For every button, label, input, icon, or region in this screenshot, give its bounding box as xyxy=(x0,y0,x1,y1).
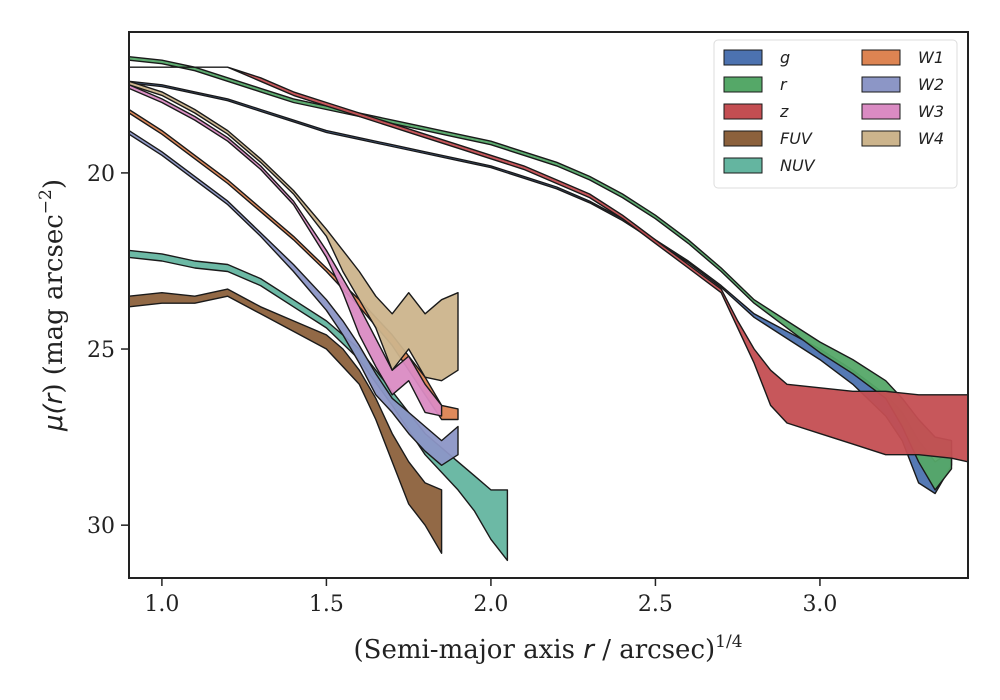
legend-swatch-w4 xyxy=(861,130,901,147)
legend-swatch-w3 xyxy=(861,103,901,120)
legend-label-r: r xyxy=(780,75,788,94)
y-axis: 20 25 30 xyxy=(87,162,129,539)
legend-label-z: z xyxy=(779,102,789,121)
legend-label-nuv: NUV xyxy=(780,156,816,175)
y-axis-title: μ(r) (mag arcsec−2) xyxy=(36,179,69,432)
x-axis: 1.0 1.5 2.0 2.5 3.0 xyxy=(144,578,837,617)
legend-swatch-z xyxy=(723,103,763,120)
x-tick-label: 2.5 xyxy=(638,592,673,617)
band-z xyxy=(129,66,968,463)
band-fuv xyxy=(129,288,443,554)
legend-swatch-g xyxy=(723,49,763,66)
x-tick-label: 1.5 xyxy=(309,592,344,617)
band-nuv xyxy=(129,249,509,562)
x-tick-label: 3.0 xyxy=(802,592,837,617)
legend-swatch-w2 xyxy=(861,76,901,93)
x-tick-label: 1.0 xyxy=(144,592,179,617)
legend-label-w2: W2 xyxy=(918,75,944,94)
band-r xyxy=(129,56,953,491)
legend-label-w3: W3 xyxy=(918,102,944,121)
legend-swatch-fuv xyxy=(723,130,763,147)
legend-swatch-nuv xyxy=(723,157,763,174)
band-w4 xyxy=(129,80,459,382)
legend-label-w4: W4 xyxy=(918,129,944,148)
y-tick-label: 30 xyxy=(87,514,115,539)
x-axis-title: (Semi-major axis r / arcsec)1/4 xyxy=(353,632,742,665)
legend-swatch-w1 xyxy=(861,49,901,66)
legend-label-g: g xyxy=(780,48,790,67)
plot-frame xyxy=(128,31,969,579)
x-tick-label: 2.0 xyxy=(473,592,508,617)
series-layer xyxy=(129,56,968,562)
y-tick-label: 20 xyxy=(87,162,115,187)
band-w2 xyxy=(129,129,459,466)
y-tick-label: 25 xyxy=(87,338,115,363)
legend-swatch-r xyxy=(723,76,763,93)
legend: grz FUV NUV W1 W2 W3 W4 xyxy=(713,39,958,189)
legend-label-w1: W1 xyxy=(918,48,944,67)
legend-label-fuv: FUV xyxy=(780,129,813,148)
band-w3 xyxy=(129,84,443,417)
